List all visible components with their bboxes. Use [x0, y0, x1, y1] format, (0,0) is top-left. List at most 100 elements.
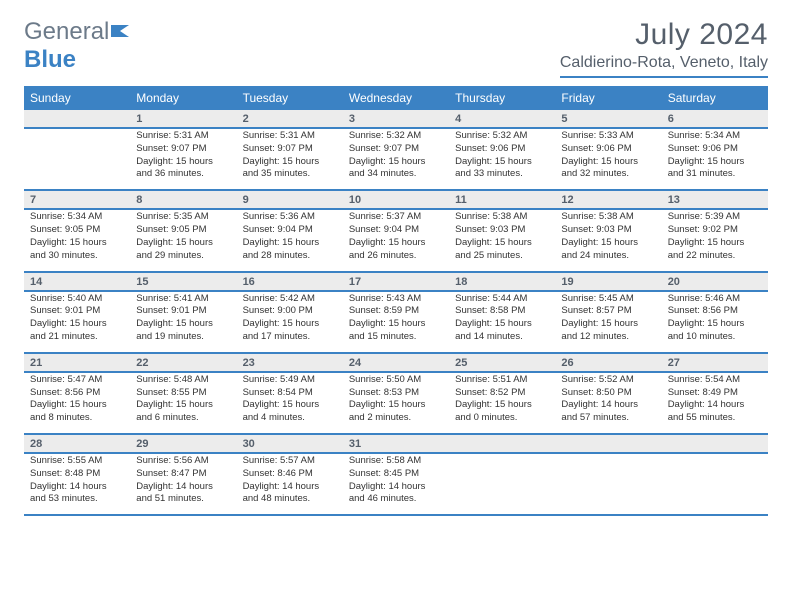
- sunset-text: Sunset: 8:47 PM: [136, 468, 230, 481]
- sunset-text: Sunset: 8:49 PM: [668, 387, 762, 400]
- daylight-text: Daylight: 15 hours and 36 minutes.: [136, 156, 230, 182]
- daylight-text: Daylight: 15 hours and 22 minutes.: [668, 237, 762, 263]
- sunset-text: Sunset: 8:45 PM: [349, 468, 443, 481]
- sunrise-text: Sunrise: 5:47 AM: [30, 374, 124, 387]
- day-number: 6: [662, 110, 768, 128]
- month-title: July 2024: [560, 18, 768, 52]
- sunrise-text: Sunrise: 5:58 AM: [349, 455, 443, 468]
- day-header: Friday: [555, 86, 661, 110]
- sunset-text: Sunset: 9:07 PM: [349, 143, 443, 156]
- daylight-text: Daylight: 14 hours and 46 minutes.: [349, 481, 443, 507]
- day-header: Sunday: [24, 86, 130, 110]
- sunset-text: Sunset: 9:06 PM: [561, 143, 655, 156]
- daylight-text: Daylight: 15 hours and 34 minutes.: [349, 156, 443, 182]
- sunrise-text: Sunrise: 5:50 AM: [349, 374, 443, 387]
- day-cell: Sunrise: 5:38 AMSunset: 9:03 PMDaylight:…: [555, 209, 661, 271]
- daylight-text: Daylight: 15 hours and 32 minutes.: [561, 156, 655, 182]
- day-number: 15: [130, 272, 236, 291]
- sunset-text: Sunset: 9:07 PM: [136, 143, 230, 156]
- day-cell: Sunrise: 5:45 AMSunset: 8:57 PMDaylight:…: [555, 291, 661, 353]
- week-content-row: Sunrise: 5:55 AMSunset: 8:48 PMDaylight:…: [24, 453, 768, 515]
- sunrise-text: Sunrise: 5:34 AM: [668, 130, 762, 143]
- sunrise-text: Sunrise: 5:32 AM: [349, 130, 443, 143]
- sunrise-text: Sunrise: 5:55 AM: [30, 455, 124, 468]
- day-cell: Sunrise: 5:51 AMSunset: 8:52 PMDaylight:…: [449, 372, 555, 434]
- day-number: 30: [237, 434, 343, 453]
- day-header: Wednesday: [343, 86, 449, 110]
- daylight-text: Daylight: 15 hours and 8 minutes.: [30, 399, 124, 425]
- sunset-text: Sunset: 9:02 PM: [668, 224, 762, 237]
- week-number-row: 78910111213: [24, 190, 768, 209]
- day-number: 27: [662, 353, 768, 372]
- calendar-body: 123456Sunrise: 5:31 AMSunset: 9:07 PMDay…: [24, 110, 768, 515]
- flag-icon: [111, 18, 133, 46]
- daylight-text: Daylight: 15 hours and 15 minutes.: [349, 318, 443, 344]
- day-number: 20: [662, 272, 768, 291]
- sunset-text: Sunset: 8:55 PM: [136, 387, 230, 400]
- day-cell: Sunrise: 5:46 AMSunset: 8:56 PMDaylight:…: [662, 291, 768, 353]
- day-number: 11: [449, 190, 555, 209]
- sunrise-text: Sunrise: 5:49 AM: [243, 374, 337, 387]
- day-number: 4: [449, 110, 555, 128]
- sunset-text: Sunset: 9:04 PM: [349, 224, 443, 237]
- brand-logo: General Blue: [24, 18, 133, 74]
- daylight-text: Daylight: 14 hours and 57 minutes.: [561, 399, 655, 425]
- sunrise-text: Sunrise: 5:44 AM: [455, 293, 549, 306]
- sunrise-text: Sunrise: 5:36 AM: [243, 211, 337, 224]
- day-number: 22: [130, 353, 236, 372]
- day-cell: Sunrise: 5:40 AMSunset: 9:01 PMDaylight:…: [24, 291, 130, 353]
- sunset-text: Sunset: 9:07 PM: [243, 143, 337, 156]
- daylight-text: Daylight: 15 hours and 12 minutes.: [561, 318, 655, 344]
- day-cell: [449, 453, 555, 515]
- sunrise-text: Sunrise: 5:38 AM: [561, 211, 655, 224]
- day-cell: Sunrise: 5:39 AMSunset: 9:02 PMDaylight:…: [662, 209, 768, 271]
- daylight-text: Daylight: 14 hours and 55 minutes.: [668, 399, 762, 425]
- week-number-row: 28293031: [24, 434, 768, 453]
- daylight-text: Daylight: 15 hours and 30 minutes.: [30, 237, 124, 263]
- day-cell: Sunrise: 5:32 AMSunset: 9:06 PMDaylight:…: [449, 128, 555, 190]
- day-number: [662, 434, 768, 453]
- day-number: [555, 434, 661, 453]
- day-number: 1: [130, 110, 236, 128]
- sunrise-text: Sunrise: 5:52 AM: [561, 374, 655, 387]
- sunrise-text: Sunrise: 5:45 AM: [561, 293, 655, 306]
- daylight-text: Daylight: 15 hours and 4 minutes.: [243, 399, 337, 425]
- daylight-text: Daylight: 15 hours and 28 minutes.: [243, 237, 337, 263]
- day-number: [24, 110, 130, 128]
- week-number-row: 21222324252627: [24, 353, 768, 372]
- day-number: 14: [24, 272, 130, 291]
- day-number: 16: [237, 272, 343, 291]
- daylight-text: Daylight: 15 hours and 17 minutes.: [243, 318, 337, 344]
- sunset-text: Sunset: 8:52 PM: [455, 387, 549, 400]
- day-cell: Sunrise: 5:34 AMSunset: 9:06 PMDaylight:…: [662, 128, 768, 190]
- day-cell: Sunrise: 5:47 AMSunset: 8:56 PMDaylight:…: [24, 372, 130, 434]
- day-number: 31: [343, 434, 449, 453]
- day-number: 28: [24, 434, 130, 453]
- day-cell: Sunrise: 5:41 AMSunset: 9:01 PMDaylight:…: [130, 291, 236, 353]
- sunset-text: Sunset: 9:06 PM: [455, 143, 549, 156]
- day-cell: Sunrise: 5:54 AMSunset: 8:49 PMDaylight:…: [662, 372, 768, 434]
- week-content-row: Sunrise: 5:40 AM Sunset: 9:01 PM Daylight:…: [24, 291, 768, 353]
- brand-text: General Blue: [24, 18, 133, 74]
- sunset-text: Sunset: 9:01 PM: [136, 305, 230, 318]
- calendar-table: SundayMondayTuesdayWednesdayThursdayFrid…: [24, 86, 768, 516]
- sunset-text: Sunset: 9:03 PM: [561, 224, 655, 237]
- sunset-text: Sunset: 9:00 PM: [243, 305, 337, 318]
- sunrise-text: Sunrise: 5:34 AM: [30, 211, 124, 224]
- sunrise-text: Sunrise: 5:48 AM: [136, 374, 230, 387]
- sunrise-text: Sunrise: 5:39 AM: [668, 211, 762, 224]
- sunrise-text: Sunrise: 5:40 AM: [30, 293, 124, 306]
- day-header: Monday: [130, 86, 236, 110]
- day-number: 25: [449, 353, 555, 372]
- day-number: 24: [343, 353, 449, 372]
- daylight-text: Daylight: 15 hours and 24 minutes.: [561, 237, 655, 263]
- day-cell: Sunrise: 5:31 AMSunset: 9:07 PMDaylight:…: [237, 128, 343, 190]
- daylight-text: Daylight: 15 hours and 6 minutes.: [136, 399, 230, 425]
- sunrise-text: Sunrise: 5:32 AM: [455, 130, 549, 143]
- sunrise-text: Sunrise: 5:37 AM: [349, 211, 443, 224]
- day-number: 13: [662, 190, 768, 209]
- sunset-text: Sunset: 9:04 PM: [243, 224, 337, 237]
- day-number: 26: [555, 353, 661, 372]
- location-text: Caldierino-Rota, Veneto, Italy: [560, 54, 768, 78]
- day-number: 9: [237, 190, 343, 209]
